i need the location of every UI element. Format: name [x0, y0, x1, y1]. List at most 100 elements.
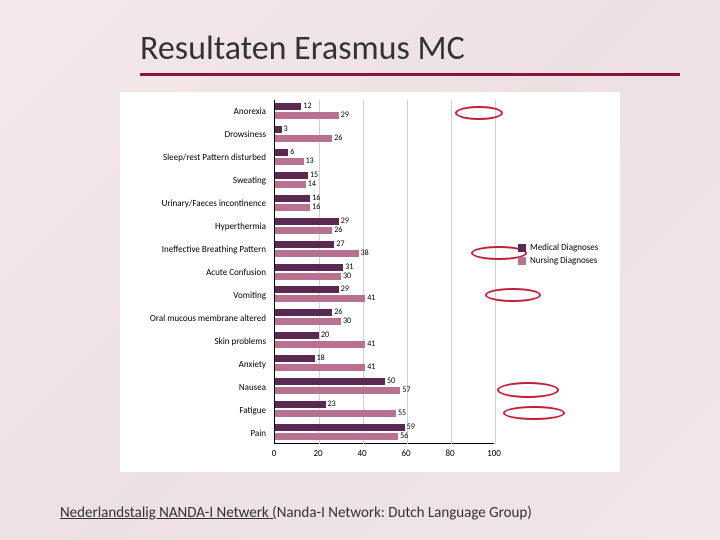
bar-medical: 20	[275, 332, 319, 339]
bar-value-label: 55	[396, 409, 406, 417]
category-label: Fatigue	[120, 406, 266, 415]
highlight-circle-icon	[503, 406, 565, 420]
title-underline	[140, 73, 680, 76]
footer-underlined: Nederlandstalig NANDA-I Netwerk (	[60, 504, 277, 522]
bar-value-label: 6	[288, 148, 294, 156]
category-label: Acute Confusion	[120, 268, 266, 277]
legend-label: Nursing Diagnoses	[530, 255, 597, 266]
x-axis-labels: 020406080100	[274, 448, 494, 462]
category-label: Anxiety	[120, 360, 266, 369]
bar-value-label: 57	[400, 386, 410, 394]
bar-value-label: 12	[301, 102, 311, 110]
bar-value-label: 38	[359, 249, 369, 257]
bar-value-label: 20	[319, 331, 329, 339]
bar-value-label: 13	[304, 157, 314, 165]
highlight-circle-icon	[497, 382, 559, 398]
bar-nursing: 14	[275, 181, 306, 188]
bar-nursing: 41	[275, 364, 365, 371]
bar-medical: 12	[275, 103, 301, 110]
highlight-circle-icon	[455, 106, 503, 120]
bar-nursing: 57	[275, 387, 400, 394]
bar-medical: 29	[275, 286, 339, 293]
bar-value-label: 59	[405, 423, 415, 431]
bar-nursing: 30	[275, 273, 341, 280]
x-tick-label: 100	[487, 448, 501, 459]
category-label: Sweating	[120, 176, 266, 185]
bar-value-label: 23	[326, 400, 336, 408]
bar-value-label: 29	[339, 111, 349, 119]
category-label: Urinary/Faeces incontinence	[120, 199, 266, 208]
bar-medical: 26	[275, 309, 332, 316]
highlight-circle-icon	[485, 288, 541, 302]
footer-plain: Nanda-I Network: Dutch Language Group)	[277, 504, 532, 522]
category-label: Anorexia	[120, 107, 266, 116]
bar-value-label: 50	[385, 377, 395, 385]
x-tick-label: 20	[313, 448, 322, 459]
category-label: Pain	[120, 429, 266, 438]
bar-value-label: 41	[365, 363, 375, 371]
plot-area: 1229326613151416162926273831302941263020…	[274, 100, 494, 444]
bar-value-label: 29	[339, 217, 349, 225]
bar-nursing: 38	[275, 250, 359, 257]
bar-value-label: 18	[315, 354, 325, 362]
bar-value-label: 30	[341, 272, 351, 280]
bar-medical: 6	[275, 149, 288, 156]
bar-nursing: 16	[275, 204, 310, 211]
bar-nursing: 55	[275, 410, 396, 417]
bar-nursing: 29	[275, 112, 339, 119]
bar-value-label: 31	[343, 263, 353, 271]
bar-nursing: 26	[275, 135, 332, 142]
bar-value-label: 3	[282, 125, 288, 133]
x-tick-label: 60	[401, 448, 410, 459]
bar-medical: 27	[275, 241, 334, 248]
bar-medical: 59	[275, 424, 405, 431]
bar-value-label: 15	[308, 171, 318, 179]
bar-nursing: 13	[275, 158, 304, 165]
bar-value-label: 14	[306, 180, 316, 188]
chart-legend: Medical Diagnoses Nursing Diagnoses	[518, 242, 598, 268]
bar-medical: 50	[275, 378, 385, 385]
category-label: Drowsiness	[120, 130, 266, 139]
category-label: Skin problems	[120, 337, 266, 346]
category-label: Vomiting	[120, 291, 266, 300]
bar-medical: 18	[275, 355, 315, 362]
category-label: Hyperthermia	[120, 222, 266, 231]
bar-nursing: 41	[275, 341, 365, 348]
bar-value-label: 16	[310, 194, 320, 202]
legend-swatch-icon	[518, 244, 526, 252]
bar-medical: 29	[275, 218, 339, 225]
bar-value-label: 41	[365, 294, 375, 302]
bar-value-label: 41	[365, 340, 375, 348]
bar-value-label: 26	[332, 134, 342, 142]
page-title: Resultaten Erasmus MC	[140, 28, 680, 73]
bar-value-label: 26	[332, 226, 342, 234]
category-label: Ineffective Breathing Pattern	[120, 245, 266, 254]
legend-swatch-icon	[518, 257, 526, 265]
bar-medical: 31	[275, 264, 343, 271]
bar-chart: Anorexia Drowsiness Sleep/rest Pattern dis…	[120, 92, 620, 472]
x-tick-label: 0	[272, 448, 277, 459]
bar-nursing: 30	[275, 318, 341, 325]
bar-medical: 16	[275, 195, 310, 202]
bar-medical: 3	[275, 126, 282, 133]
category-label: Oral mucous membrane altered	[120, 314, 266, 323]
bar-medical: 15	[275, 172, 308, 179]
category-label: Nausea	[120, 383, 266, 392]
bar-nursing: 56	[275, 433, 398, 440]
bar-medical: 23	[275, 401, 326, 408]
bar-value-label: 29	[339, 285, 349, 293]
bar-value-label: 30	[341, 317, 351, 325]
legend-item-medical: Medical Diagnoses	[518, 242, 598, 253]
bar-value-label: 16	[310, 203, 320, 211]
category-label: Sleep/rest Pattern disturbed	[120, 153, 266, 162]
footer-text: Nederlandstalig NANDA-I Netwerk (Nanda-I…	[60, 504, 532, 522]
legend-item-nursing: Nursing Diagnoses	[518, 255, 598, 266]
x-tick-label: 80	[445, 448, 454, 459]
legend-label: Medical Diagnoses	[530, 242, 598, 253]
bar-value-label: 27	[334, 240, 344, 248]
bar-nursing: 26	[275, 227, 332, 234]
y-axis-labels: Anorexia Drowsiness Sleep/rest Pattern dis…	[120, 100, 270, 444]
x-tick-label: 40	[357, 448, 366, 459]
bar-value-label: 26	[332, 308, 342, 316]
bar-nursing: 41	[275, 295, 365, 302]
